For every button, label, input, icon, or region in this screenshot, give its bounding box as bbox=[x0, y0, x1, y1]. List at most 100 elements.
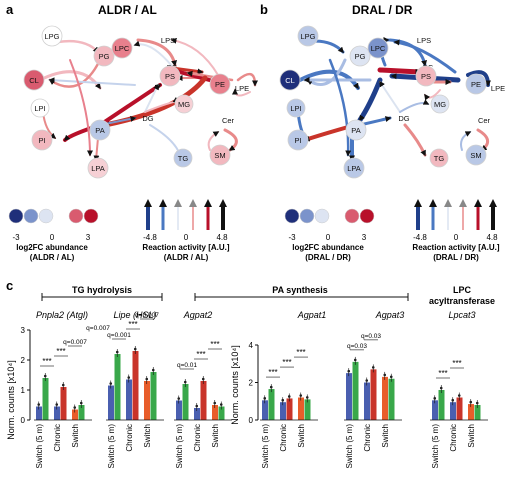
gene-agpat1: Agpat1 bbox=[297, 310, 327, 320]
significance-labels: ******q=0.007q=0.001***q=0.007q=0.01****… bbox=[40, 312, 464, 379]
data-point bbox=[281, 398, 285, 402]
abundance-sub-a: (ALDR / AL) bbox=[30, 253, 75, 262]
data-point bbox=[151, 368, 155, 372]
sig-label: *** bbox=[296, 348, 305, 357]
data-point bbox=[79, 401, 83, 405]
x-tick-label: Switch (5 m) bbox=[345, 424, 354, 469]
node-lpi-circle bbox=[286, 98, 306, 118]
x-tick-label: Chronic bbox=[279, 424, 288, 452]
sig-label: q=0.001 bbox=[107, 332, 131, 339]
activity-arrowhead bbox=[429, 199, 437, 207]
sig-label: *** bbox=[196, 350, 205, 359]
x-tick-label: Switch (5 m) bbox=[431, 424, 440, 469]
gene-pnpla2: Pnpla2 (Atgl) bbox=[36, 310, 88, 320]
activity-tick-mid-b: 0 bbox=[454, 233, 459, 242]
bar bbox=[268, 389, 275, 420]
bar bbox=[36, 406, 42, 420]
data-point bbox=[451, 398, 455, 402]
abundance-tick-min-a: -3 bbox=[12, 233, 20, 242]
activity-arrows-a bbox=[144, 199, 227, 230]
network-b bbox=[296, 37, 491, 162]
node-cl-circle bbox=[279, 69, 301, 91]
node-tg-label: TG bbox=[178, 154, 189, 163]
panel-b-letter: b bbox=[260, 2, 268, 17]
sig-label: q=0.007 bbox=[63, 339, 87, 346]
abundance-dot bbox=[83, 208, 99, 224]
node-ps-circle bbox=[159, 65, 181, 87]
activity-arrowhead bbox=[474, 199, 482, 207]
bar bbox=[262, 400, 268, 420]
bar bbox=[78, 405, 85, 420]
sig-label: *** bbox=[42, 357, 51, 366]
data-point bbox=[145, 377, 149, 381]
node-lpc-circle bbox=[367, 37, 389, 59]
node-sm-label: SM bbox=[470, 151, 481, 160]
panel-c-letter: c bbox=[6, 278, 13, 293]
node-dg-label: DG bbox=[142, 114, 153, 123]
node-pi-label: PI bbox=[294, 136, 301, 145]
sig-label: *** bbox=[128, 320, 137, 329]
bar bbox=[468, 404, 474, 420]
node-lpg-circle bbox=[297, 25, 319, 47]
bar bbox=[132, 351, 139, 420]
data-point bbox=[383, 373, 387, 377]
abundance-tick-min-b: -3 bbox=[288, 233, 296, 242]
y-tick-label: 1 bbox=[21, 386, 26, 395]
group-lpc-line1: LPC bbox=[453, 285, 472, 295]
abundance-sub-b: (DRAL / DR) bbox=[305, 253, 351, 262]
node-ps-label: PS bbox=[421, 72, 431, 81]
node-lps-label: LPS bbox=[417, 36, 431, 45]
abundance-dot bbox=[344, 208, 360, 224]
bar bbox=[144, 381, 150, 420]
y-tick-label: 3 bbox=[21, 326, 26, 335]
abundance-dot bbox=[8, 208, 24, 224]
sig-label: *** bbox=[452, 359, 461, 368]
data-point bbox=[177, 397, 181, 400]
node-lpa-circle bbox=[343, 157, 365, 179]
node-sm-circle bbox=[465, 144, 487, 166]
x-tick-label: Chronic bbox=[125, 424, 134, 452]
data-point bbox=[433, 397, 437, 400]
activity-arrowhead bbox=[204, 199, 212, 207]
node-lpc-label: LPC bbox=[371, 44, 386, 53]
activity-tick-min-a: -4.8 bbox=[143, 233, 157, 242]
data-point bbox=[457, 394, 461, 397]
bar bbox=[286, 398, 293, 420]
bars bbox=[34, 346, 488, 421]
data-point bbox=[299, 394, 303, 397]
bar bbox=[218, 406, 225, 420]
y-tick-label: 4 bbox=[249, 341, 254, 350]
node-pi-circle bbox=[31, 129, 53, 151]
bar bbox=[364, 382, 370, 420]
bar bbox=[456, 397, 463, 420]
legend-b: -3 0 3 log2FC abundance (DRAL / DR) -4.8… bbox=[284, 199, 500, 262]
data-point bbox=[183, 380, 187, 384]
bar bbox=[450, 402, 456, 420]
node-pe-circle bbox=[465, 73, 487, 95]
data-point bbox=[469, 400, 473, 404]
x-tick-label: Switch bbox=[467, 424, 476, 448]
node-pi-label: PI bbox=[38, 136, 45, 145]
abundance-label-a: log2FC abundance bbox=[16, 243, 88, 252]
activity-arrowhead bbox=[219, 199, 227, 207]
data-point bbox=[219, 403, 223, 406]
bar bbox=[126, 379, 132, 420]
abundance-dots-b bbox=[284, 208, 375, 224]
y-tick-label: 2 bbox=[21, 356, 26, 365]
x-tick-label: Switch (5 m) bbox=[35, 424, 44, 469]
node-pg-circle bbox=[349, 45, 371, 67]
bar bbox=[176, 400, 182, 420]
abundance-dot bbox=[38, 208, 54, 224]
data-point bbox=[347, 369, 351, 373]
y-tick-label: 0 bbox=[249, 416, 254, 425]
bar bbox=[72, 409, 78, 420]
node-lpi-label: LPI bbox=[34, 104, 45, 113]
bar bbox=[280, 402, 286, 420]
data-point bbox=[365, 379, 369, 382]
x-tick-label: Switch (5 m) bbox=[175, 424, 184, 469]
activity-arrows-b bbox=[414, 199, 497, 230]
data-point bbox=[43, 374, 47, 378]
bar bbox=[194, 408, 200, 420]
gene-lipe: Lipe (HSL) bbox=[113, 310, 156, 320]
